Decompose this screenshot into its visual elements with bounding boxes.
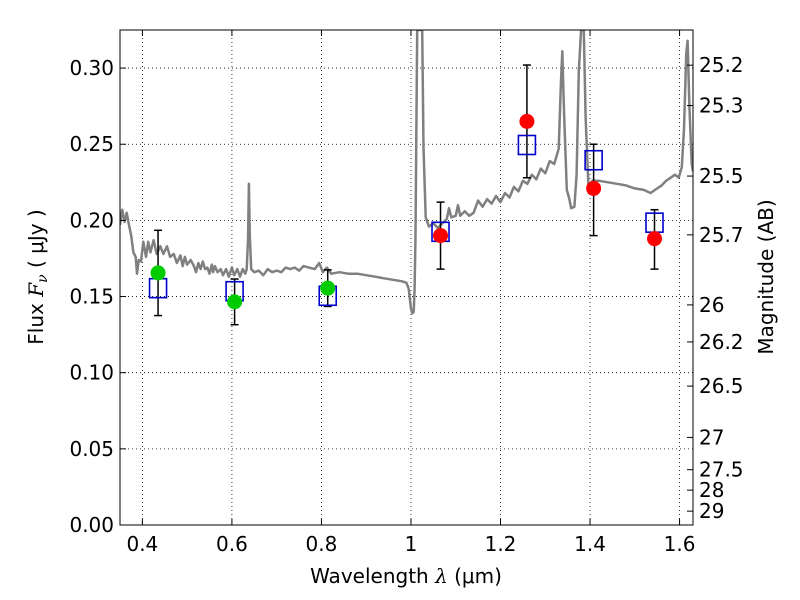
x-axis-title: Wavelength λ (μm) — [310, 564, 502, 588]
x-tick-label: 1 — [405, 532, 418, 556]
y-tick-label: 0.10 — [69, 361, 114, 385]
photometry-point — [519, 113, 535, 129]
magnitude-tick-label: 25.3 — [699, 94, 744, 118]
y-tick-label: 0.25 — [69, 132, 114, 156]
magnitude-tick-label: 28 — [699, 478, 724, 502]
markers — [148, 64, 664, 326]
photometry-point — [227, 294, 243, 310]
x-tick-label: 0.4 — [126, 532, 158, 556]
photometry-point — [320, 280, 336, 296]
y2-axis-title: Magnitude (AB) — [754, 199, 778, 354]
magnitude-tick-label: 29 — [699, 499, 724, 523]
magnitude-tick-label: 26.2 — [699, 330, 744, 354]
model-square-marker — [584, 149, 603, 171]
y-axis-title: Flux Fν ( μJy ) — [24, 209, 51, 344]
spectrum-line — [120, 30, 693, 315]
y-tick-label: 0.05 — [69, 437, 114, 461]
magnitude-tick-label: 26 — [699, 293, 724, 317]
photometry-point — [586, 180, 602, 196]
y-tick-label: 0.00 — [69, 513, 114, 537]
y-tick-label: 0.30 — [69, 56, 114, 80]
photometry-point — [433, 228, 449, 244]
model-square-marker — [517, 134, 537, 156]
photometry-point — [150, 265, 166, 281]
x-tick-label: 0.8 — [306, 532, 338, 556]
grid — [120, 30, 693, 525]
magnitude-tick-label: 25.2 — [699, 53, 744, 77]
plot-area — [120, 30, 693, 315]
magnitude-tick-label: 25.5 — [699, 164, 744, 188]
x-tick-label: 0.6 — [216, 532, 248, 556]
magnitude-tick-label: 27.5 — [699, 458, 744, 482]
y-tick-label: 0.20 — [69, 208, 114, 232]
y-tick-label: 0.15 — [69, 285, 114, 309]
x-tick-label: 1.2 — [485, 532, 517, 556]
magnitude-tick-label: 25.7 — [699, 223, 744, 247]
magnitude-tick-label: 26.5 — [699, 374, 744, 398]
x-tick-label: 1.4 — [574, 532, 606, 556]
axis-ticks — [120, 30, 693, 526]
magnitude-tick-label: 27 — [699, 425, 724, 449]
x-tick-label: 1.6 — [664, 532, 696, 556]
plot-frame — [119, 29, 694, 526]
photometry-point — [647, 231, 663, 247]
tick-labels: 0.4 0.6 0.8 1 1.2 1.4 1.6 0.00 0.05 0.10 0.15 0.20 0… — [69, 53, 743, 556]
